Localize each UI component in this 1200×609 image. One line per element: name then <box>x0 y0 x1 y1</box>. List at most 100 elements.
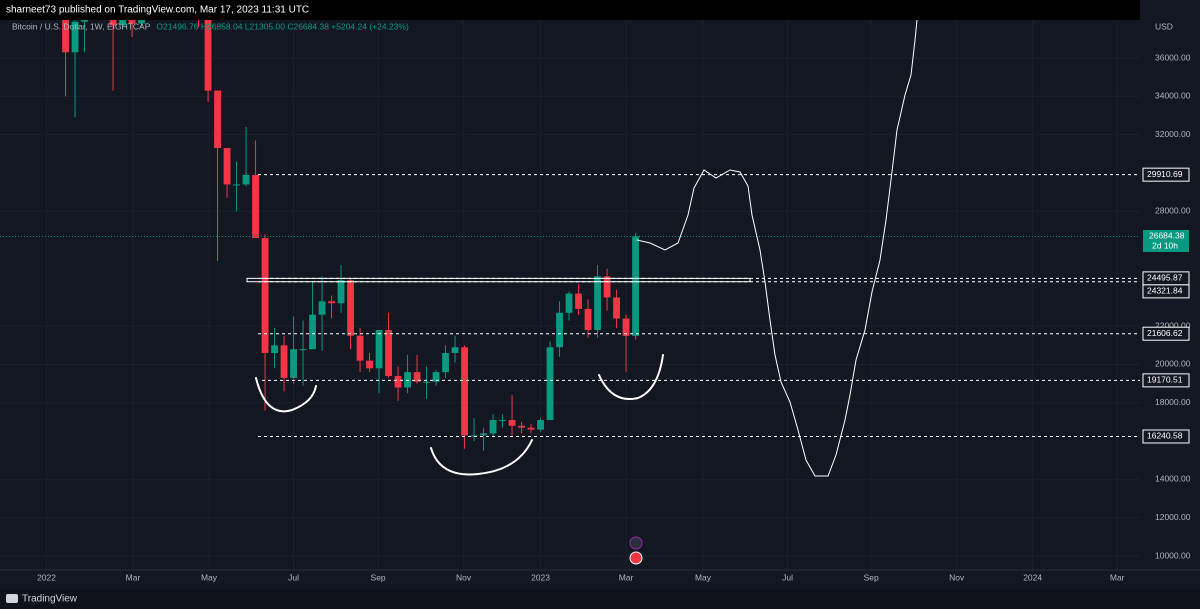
last-price-box <box>1143 229 1189 252</box>
x-tick-label: 2023 <box>531 572 550 582</box>
brand: TradingView <box>22 594 78 605</box>
x-tick-label: Sep <box>864 572 879 582</box>
event-icon[interactable] <box>629 536 643 550</box>
y-tick-label: 10000.00 <box>1155 550 1191 560</box>
candle-body <box>280 345 288 378</box>
x-tick-label: Jul <box>782 572 793 582</box>
event-icons <box>629 536 643 565</box>
candle-body <box>613 297 620 319</box>
candle-body <box>214 90 221 149</box>
y-tick-label: 20000.00 <box>1155 359 1191 369</box>
candle-body <box>442 352 449 373</box>
drawn-curve <box>255 377 317 413</box>
candle-body <box>261 238 269 353</box>
candle-body <box>347 280 354 336</box>
candle-body <box>518 425 525 428</box>
candle-body <box>62 0 69 53</box>
event-icon[interactable] <box>629 551 643 565</box>
candle-body <box>328 301 335 304</box>
candle-body <box>565 293 573 313</box>
projection-path <box>636 0 920 477</box>
candle-body <box>318 301 326 315</box>
candle-body <box>309 314 316 350</box>
level-label: 21606.62 <box>1147 328 1183 338</box>
publisher-line: sharneet73 published on TradingView.com,… <box>6 5 309 16</box>
level-label-box <box>1142 429 1190 444</box>
x-tick-label: May <box>695 572 712 582</box>
candle-body <box>499 420 506 422</box>
candle-body <box>223 148 231 185</box>
candle-body <box>584 308 592 331</box>
ohlc-legend: O21496.76 H26858.04 L21305.00 C26684.38 … <box>156 21 409 31</box>
drawings <box>255 0 920 477</box>
candle-body <box>432 372 440 382</box>
level-label: 24321.84 <box>1147 286 1183 296</box>
level-label: 24495.87 <box>1147 273 1183 283</box>
x-tick-label: Mar <box>1110 572 1125 582</box>
last-price-label: 26684.38 <box>1149 231 1185 241</box>
drawn-curve <box>430 439 533 476</box>
candle-body <box>603 276 611 298</box>
y-tick-label: 36000.00 <box>1155 52 1191 62</box>
candle-body <box>594 276 601 331</box>
candle-body <box>556 312 563 348</box>
x-tick-label: Mar <box>126 572 141 582</box>
candle-body <box>489 420 497 434</box>
candle-body <box>622 318 630 336</box>
y-tick-label: 22000.00 <box>1155 320 1191 330</box>
candle-body <box>394 375 402 388</box>
grid <box>0 0 1140 570</box>
y-tick-label: 14000.00 <box>1155 474 1191 484</box>
candle-body <box>632 236 639 336</box>
level-label: 29910.69 <box>1147 169 1183 179</box>
level-label-box <box>1142 373 1190 388</box>
candle-body <box>299 349 307 351</box>
candle-body <box>356 335 364 361</box>
candle-body <box>204 10 212 91</box>
candle-body <box>366 360 373 369</box>
symbol: Bitcoin / U.S. Dollar, 1W, EIGHTCAP <box>12 21 151 31</box>
publisher-bar <box>0 0 1140 20</box>
candle-body <box>480 433 487 436</box>
candle-body <box>404 372 411 388</box>
level-label: 16240.58 <box>1147 431 1183 441</box>
candle-body <box>470 435 478 437</box>
x-tick-label: 2024 <box>1023 572 1042 582</box>
candle-body <box>271 345 278 353</box>
y-tick-label: 18000.00 <box>1155 397 1191 407</box>
countdown-label: 2d 10h <box>1152 241 1178 251</box>
x-tick-label: Nov <box>949 572 965 582</box>
x-tick-label: Nov <box>456 572 472 582</box>
candle-body <box>71 21 79 53</box>
x-tick-label: 2022 <box>37 572 56 582</box>
candle-body <box>413 372 421 382</box>
candle-body <box>527 427 535 430</box>
candle-body <box>575 293 582 309</box>
footer <box>0 589 1200 609</box>
brand-logo <box>6 594 18 603</box>
candle-body <box>252 174 259 239</box>
y-tick-label: 28000.00 <box>1155 206 1191 216</box>
x-tick-label: Jul <box>288 572 299 582</box>
level-label-box <box>1142 326 1190 341</box>
y-tick-label: 34000.00 <box>1155 91 1191 101</box>
candle-body <box>451 347 459 353</box>
candle-body <box>385 330 392 376</box>
candle-body <box>508 420 516 426</box>
currency: USD <box>1155 21 1173 31</box>
candle-body <box>423 381 430 383</box>
candle-body <box>242 174 250 185</box>
level-label-box <box>1142 167 1190 182</box>
candle-body <box>375 330 383 369</box>
drawn-curve <box>598 354 664 400</box>
y-tick-label: 32000.00 <box>1155 129 1191 139</box>
candle-body <box>546 347 554 421</box>
level-zone <box>246 277 751 283</box>
candle-body <box>461 347 468 436</box>
level-label: 19170.51 <box>1147 375 1183 385</box>
y-tick-label: 12000.00 <box>1155 512 1191 522</box>
x-tick-label: May <box>201 572 218 582</box>
candle-body <box>337 280 345 304</box>
x-tick-label: Mar <box>619 572 634 582</box>
